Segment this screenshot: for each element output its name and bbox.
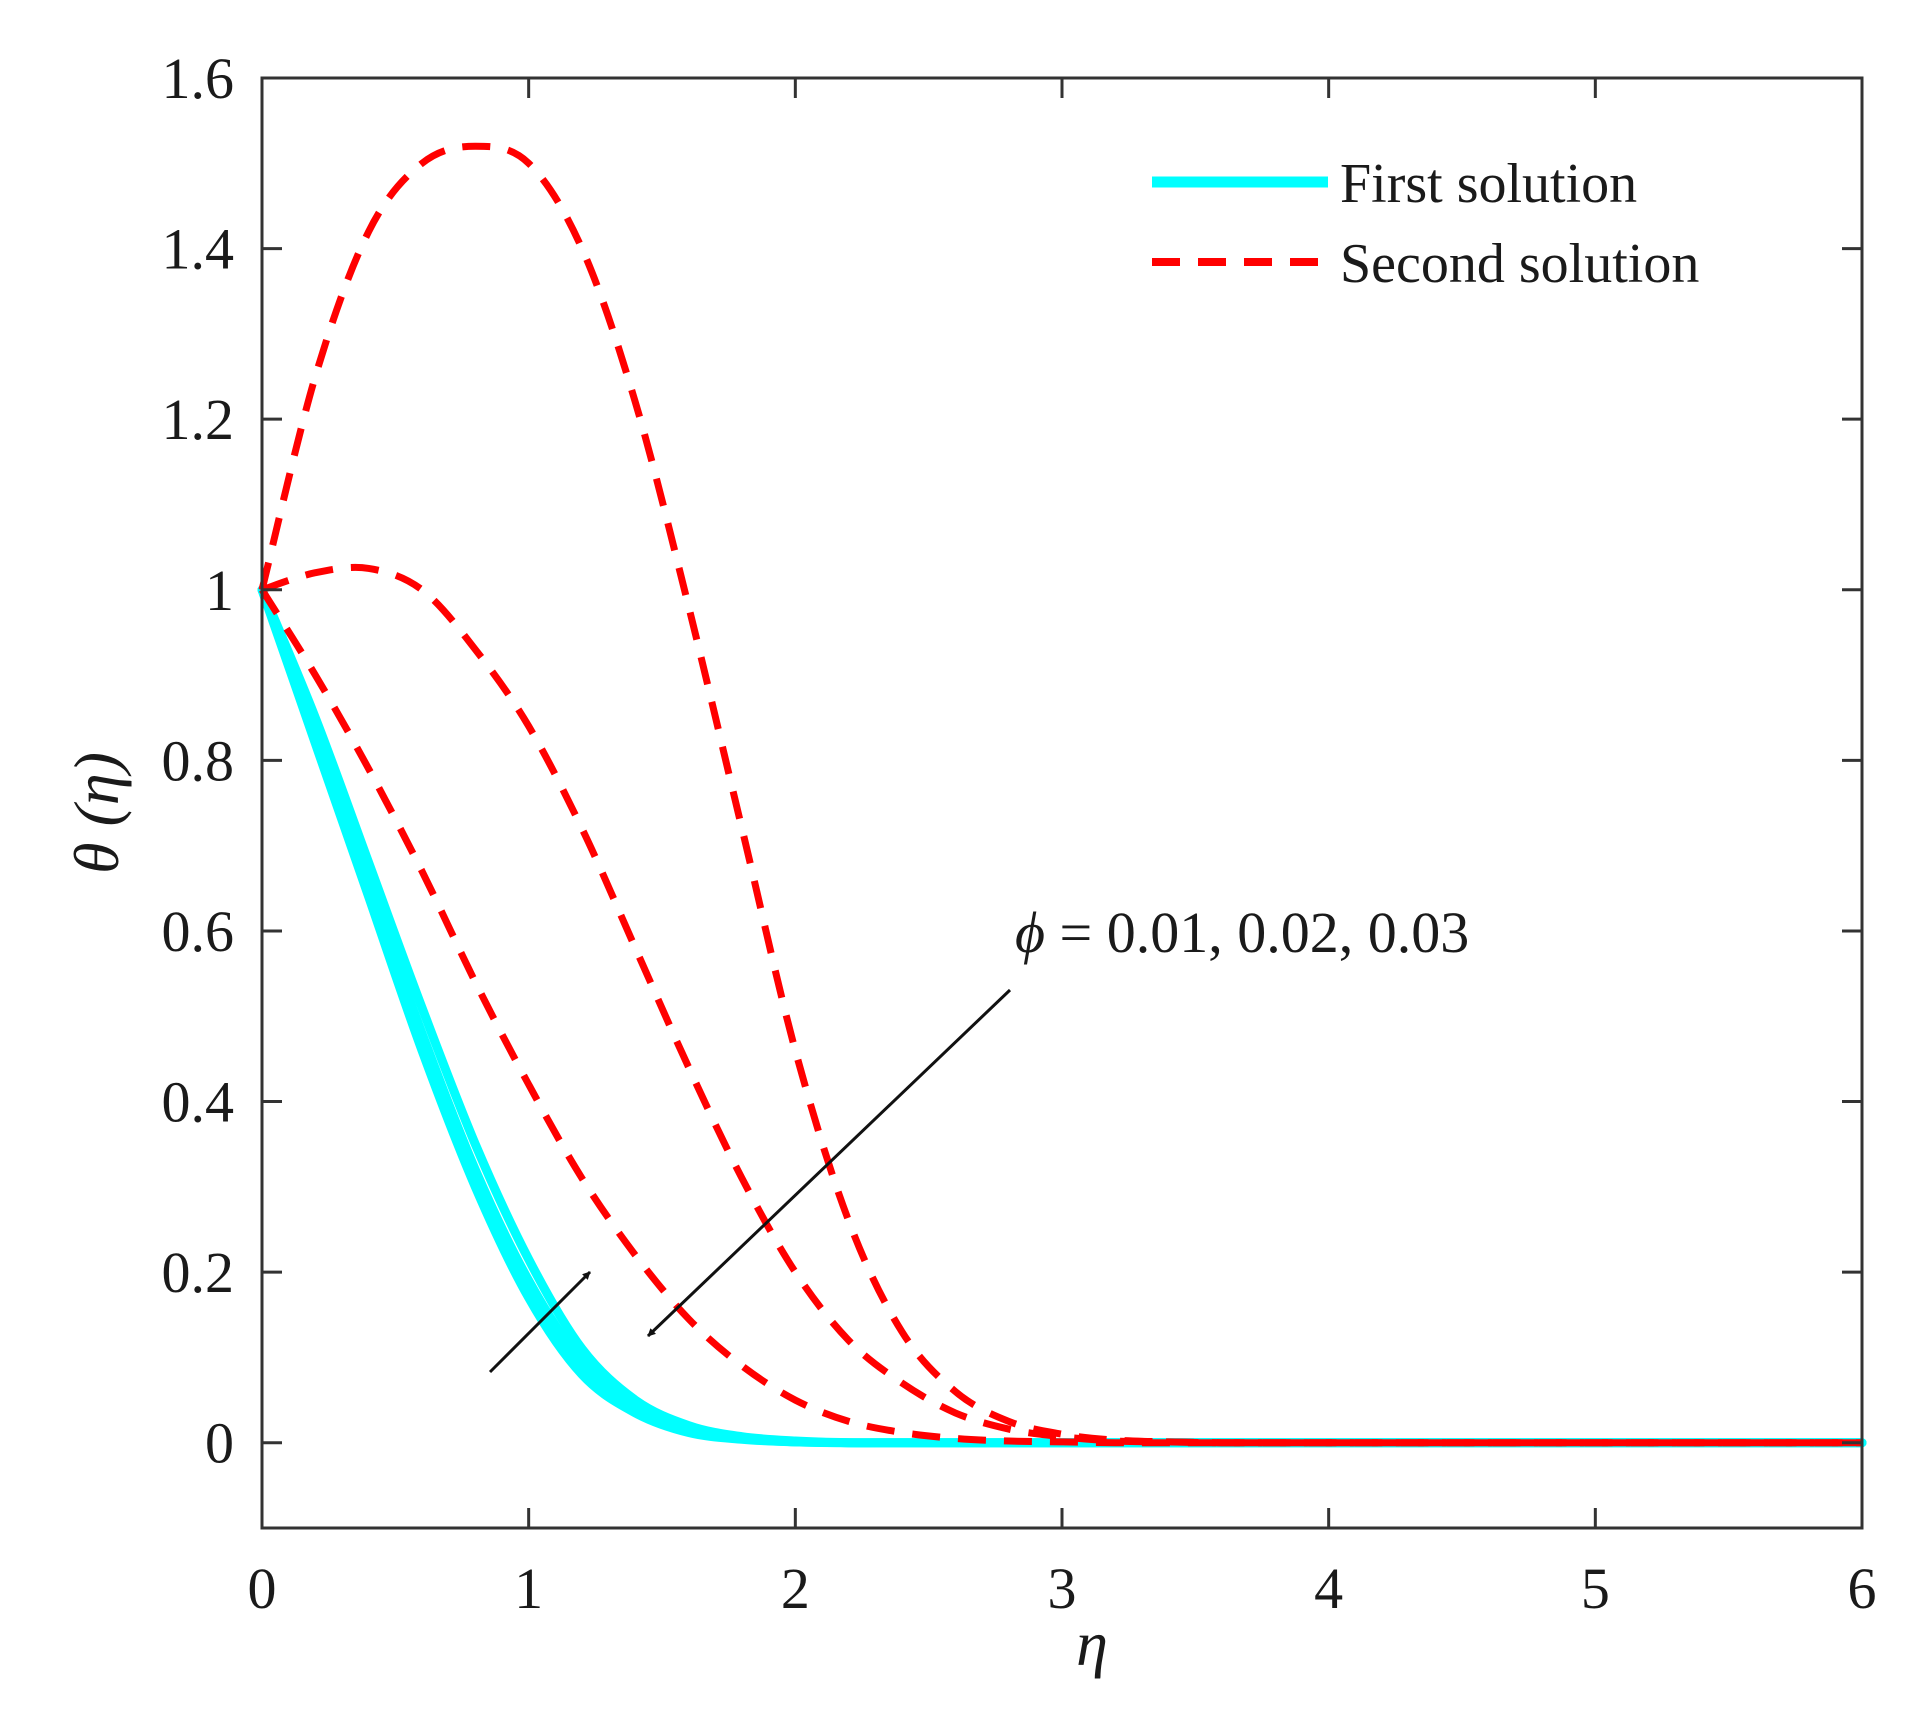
first-solution-arrow: [488, 1270, 592, 1374]
y-tick-label: 1.4: [162, 217, 235, 282]
x-tick-label: 2: [781, 1556, 810, 1621]
curves-layer: [257, 142, 1867, 1448]
x-tick-label: 3: [1048, 1556, 1077, 1621]
y-tick-label: 0: [205, 1411, 234, 1476]
tick-labels-layer: 0 1 2 3 4 5 6 0 0.2 0.4 0.6 0.8 1 1.2 1.4 1.6: [162, 46, 1877, 1621]
first-solution-curve-1: [257, 585, 1867, 1448]
legend-label-second-solution: Second solution: [1340, 233, 1699, 295]
y-tick-label: 0.4: [162, 1070, 235, 1135]
first-solution-curve-2: [257, 585, 1867, 1448]
x-tick-label: 6: [1848, 1556, 1877, 1621]
y-tick-label: 0.8: [162, 728, 235, 793]
second-solution-curve-2: [260, 563, 1862, 1447]
y-tick-label: 0.6: [162, 899, 235, 964]
y-tick-label: 1.6: [162, 46, 235, 111]
phi-annotation: ϕ = 0.01, 0.02, 0.03: [1015, 900, 1469, 965]
y-axis-title: θ (η): [61, 752, 132, 874]
y-tick-label: 1: [205, 558, 234, 623]
x-tick-label: 0: [248, 1556, 277, 1621]
ticks-layer: [260, 76, 1864, 1528]
first-solution-curve-3: [257, 585, 1867, 1448]
x-tick-label: 1: [514, 1556, 543, 1621]
legend: First solution Second solution: [1152, 153, 1699, 295]
arrows-layer: [488, 988, 1012, 1374]
second-solution-curve-3: [259, 587, 1862, 1447]
phi-values: = 0.01, 0.02, 0.03: [1045, 900, 1469, 965]
x-axis-title: η: [1076, 1608, 1108, 1679]
y-tick-label: 0.2: [162, 1240, 235, 1305]
x-tick-label: 5: [1581, 1556, 1610, 1621]
legend-label-first-solution: First solution: [1340, 153, 1637, 215]
x-tick-label: 4: [1314, 1556, 1343, 1621]
second-solution-arrow: [646, 988, 1012, 1338]
plot-frame: [260, 76, 1864, 1530]
phi-symbol: ϕ: [1015, 900, 1045, 965]
y-tick-label: 1.2: [162, 387, 235, 452]
